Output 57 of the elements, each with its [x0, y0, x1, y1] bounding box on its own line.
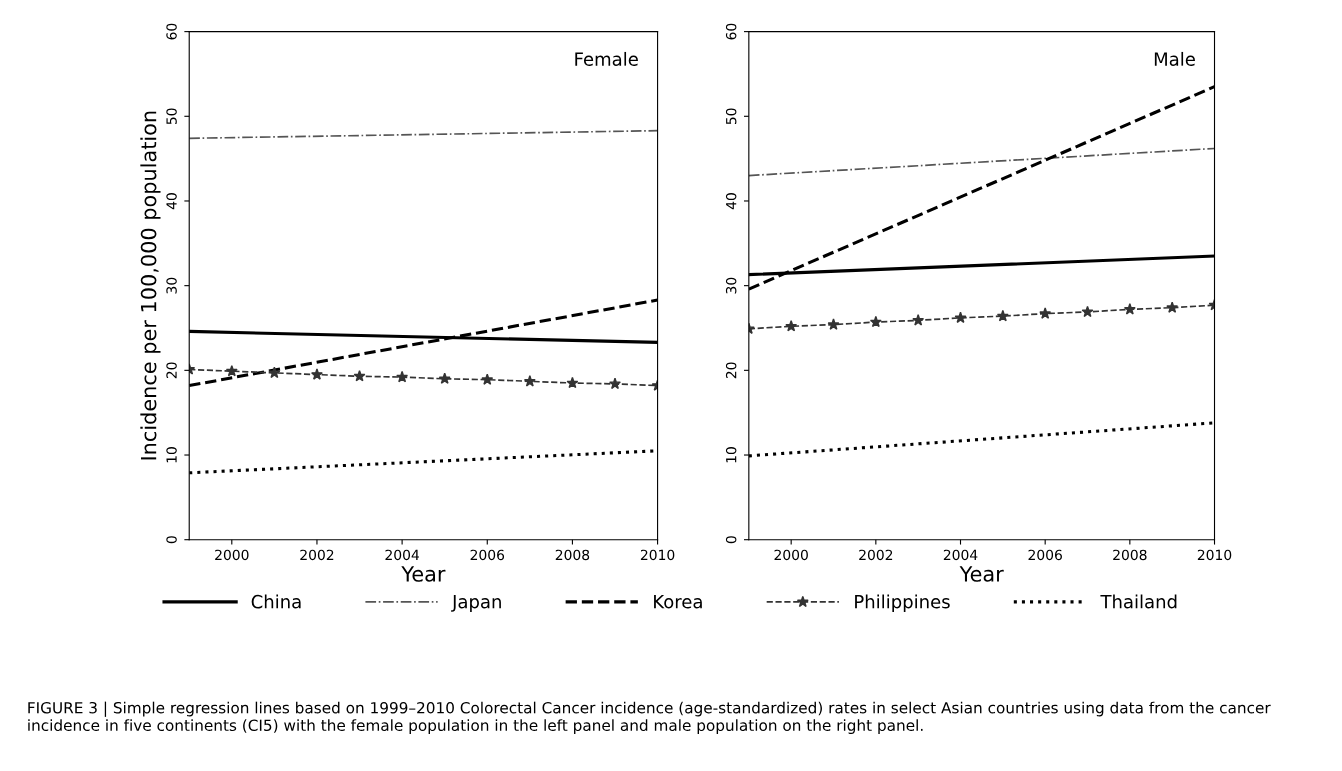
annotation: Female [575, 51, 638, 66]
point [523, 375, 536, 387]
point [566, 376, 579, 389]
y-tick-label: 60 [166, 23, 177, 40]
x-tick-label: 2002 [859, 549, 893, 561]
legend-label: China [251, 594, 301, 609]
legend-label: Japan [451, 595, 501, 612]
point [310, 368, 323, 380]
point [1166, 301, 1179, 313]
y-tick-label: 40 [725, 193, 737, 210]
point [1039, 307, 1052, 319]
x-tick-label: 2006 [470, 549, 505, 561]
y-tick-label: 10 [166, 447, 177, 463]
point [785, 320, 798, 332]
legend-label: Korea [654, 595, 702, 609]
y-tick-label: 10 [725, 447, 737, 463]
point [438, 372, 451, 384]
y-tick-label: 30 [166, 277, 177, 294]
point [225, 364, 238, 377]
y-tick-label: 50 [166, 108, 177, 125]
point [954, 311, 967, 324]
x-axis-title: Year [401, 566, 446, 582]
point [609, 377, 621, 390]
point [268, 366, 281, 379]
x-tick-label: 2008 [555, 549, 590, 561]
x-tick-label: 2000 [774, 549, 808, 561]
y-tick-label: 40 [166, 193, 177, 210]
point [1123, 303, 1136, 315]
y-tick-label: 50 [725, 108, 737, 125]
x-tick-label: 2004 [385, 549, 420, 561]
point [869, 315, 882, 328]
point [996, 309, 1009, 322]
point [396, 370, 409, 383]
y-tick-label: 0 [166, 536, 177, 544]
point [912, 314, 925, 326]
x-tick-label: 2006 [1028, 549, 1062, 561]
x-tick-label: 2002 [300, 549, 334, 561]
y-tick-label: 20 [725, 362, 737, 379]
annotation: Male [1154, 51, 1195, 66]
point [827, 318, 840, 330]
legend-label: Thailand [1100, 594, 1177, 609]
point [353, 370, 366, 382]
x-tick-label: 2010 [640, 549, 675, 561]
x-tick-label: 2010 [1197, 549, 1232, 561]
y-tick-label: 20 [166, 362, 177, 379]
legend-label: Philippines [855, 594, 950, 612]
point [481, 373, 494, 385]
y-tick-label: 60 [725, 23, 737, 40]
y-tick-label: 30 [725, 277, 737, 294]
x-tick-label: 2000 [215, 549, 249, 561]
x-tick-label: 2004 [943, 549, 978, 561]
y-axis-title: Incidence per 100,000 population [140, 111, 161, 460]
x-axis-title: Year [959, 566, 1004, 582]
caption: FIGURE 3 | Simple regression lines based on 1999–2010 Colorectal Cancer incidence (age-standardized) rates in select Asian countries using data from the cancer incidence in five continents (CI5) with the female population in the left panel and male population on the right panel. [28, 701, 1271, 734]
point [1081, 305, 1094, 318]
x-tick-label: 2008 [1113, 549, 1147, 561]
y-tick-label: 0 [725, 536, 737, 544]
